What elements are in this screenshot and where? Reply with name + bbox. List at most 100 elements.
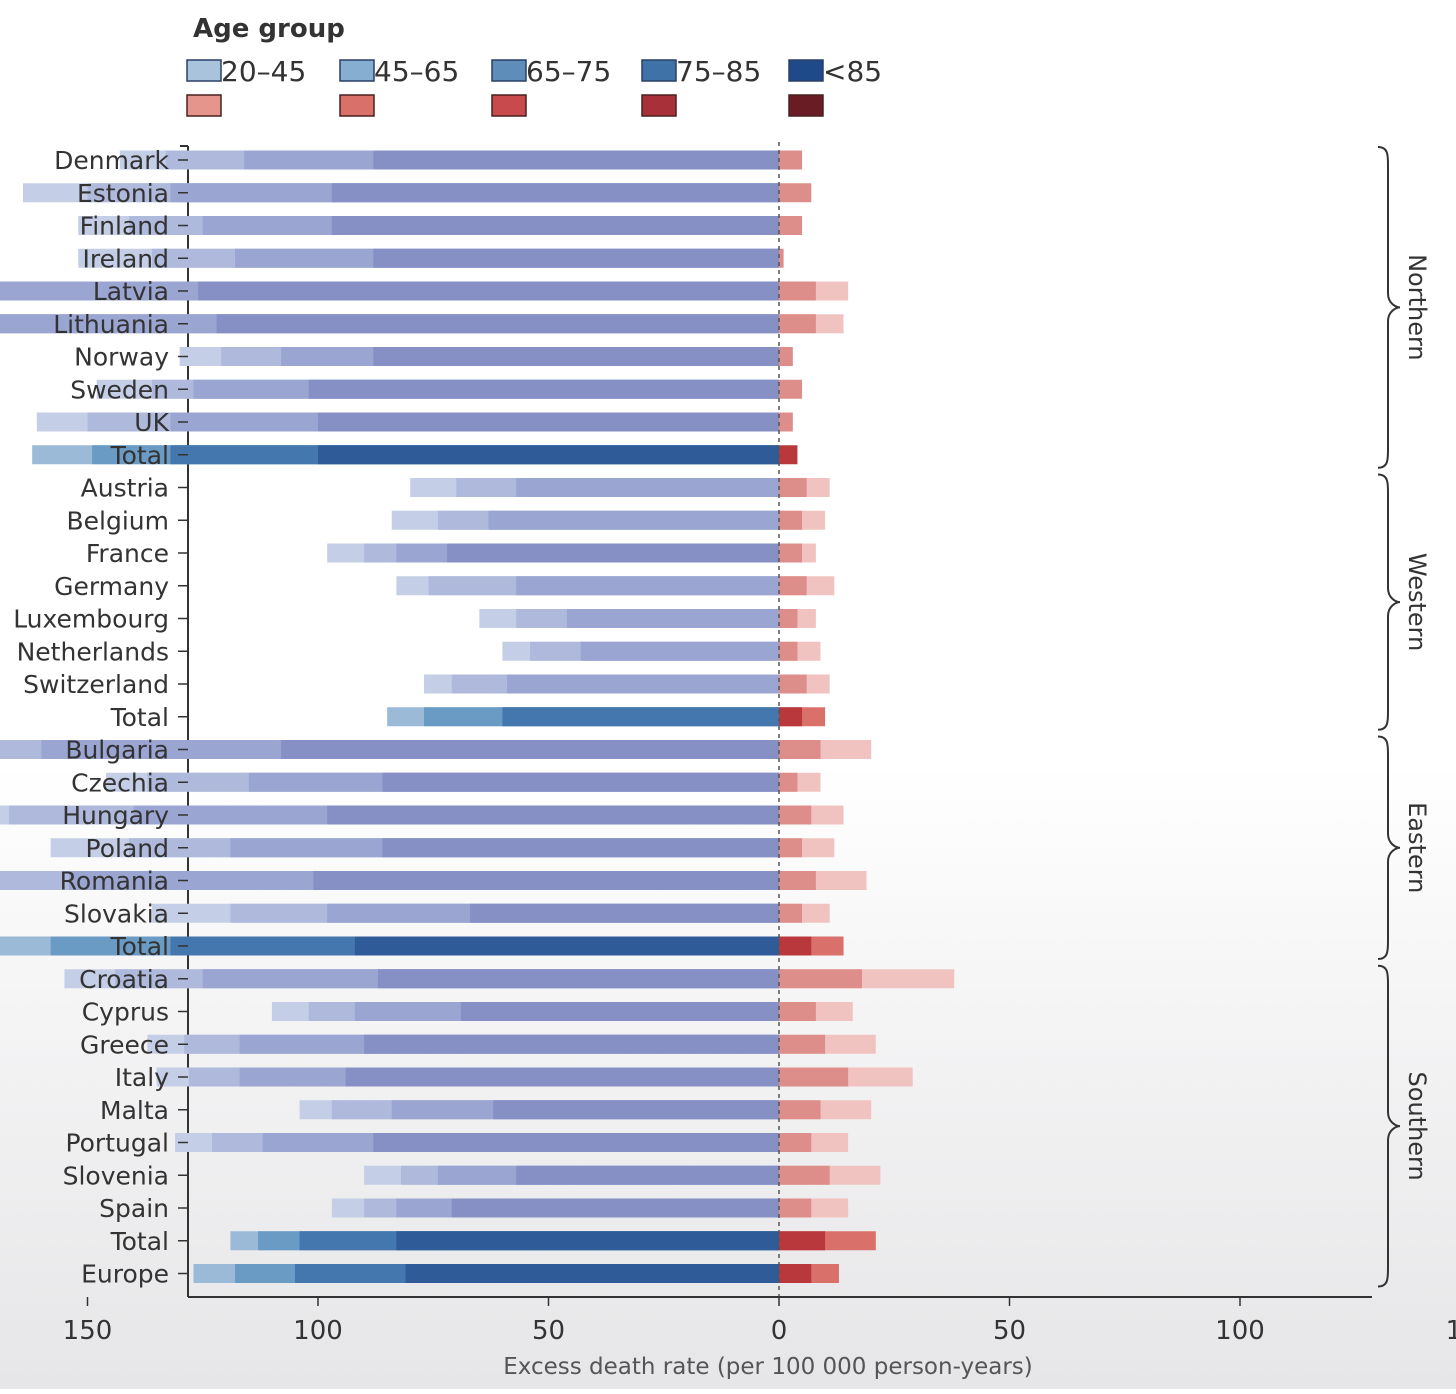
- bar-positive-segment: [779, 1198, 812, 1218]
- bar-positive-segment: [779, 510, 803, 530]
- bar-positive-segment: [779, 576, 807, 596]
- bar-positive-segment: [779, 1264, 812, 1283]
- bar-negative-segment: [516, 1165, 779, 1185]
- country-label: Belgium: [67, 506, 170, 535]
- country-label: Romania: [60, 867, 169, 896]
- x-axis-label: Excess death rate (per 100 000 person-ye…: [503, 1354, 1033, 1380]
- bar-negative-segment: [345, 1067, 779, 1087]
- country-label: Total: [110, 932, 169, 961]
- country-label: Austria: [81, 474, 169, 503]
- bar-negative-segment: [502, 707, 779, 727]
- region-label: Northern: [1403, 254, 1431, 361]
- bar-negative-segment: [382, 772, 779, 792]
- bar-positive-segment: [779, 871, 816, 890]
- legend-swatch-negative: [491, 59, 527, 82]
- x-tick-label: 150: [1446, 1316, 1456, 1346]
- bar-positive-segment: [779, 1002, 816, 1021]
- bar-positive-segment: [779, 314, 816, 334]
- legend-label: 75–85: [676, 55, 761, 88]
- bar-positive-segment: [779, 1231, 826, 1251]
- country-label: Luxembourg: [13, 605, 169, 634]
- country-label: Czechia: [71, 768, 169, 797]
- bar-negative-segment: [377, 969, 779, 989]
- bar-negative-segment: [216, 314, 779, 334]
- bar-positive-segment: [779, 248, 784, 268]
- country-label: Lithuania: [53, 310, 169, 339]
- legend-swatch-negative: [339, 59, 375, 82]
- bar-negative-segment: [447, 543, 779, 563]
- country-label: Total: [110, 441, 169, 470]
- country-label: Poland: [86, 834, 169, 863]
- bar-positive-segment: [779, 281, 816, 301]
- bar-positive-segment: [779, 674, 807, 694]
- legend-label: <85: [823, 55, 882, 88]
- bar-negative-segment: [331, 216, 779, 235]
- region-brace: [1377, 473, 1401, 731]
- region-label: Western: [1403, 553, 1431, 651]
- bar-negative-segment: [373, 248, 779, 268]
- bar-negative-segment: [493, 1100, 779, 1120]
- region-brace: [1377, 735, 1401, 960]
- country-label: Finland: [80, 212, 169, 241]
- bar-positive-segment: [779, 478, 807, 497]
- bar-positive-segment: [779, 379, 803, 399]
- bar-negative-segment: [373, 1133, 779, 1152]
- country-label: Sweden: [70, 375, 169, 404]
- country-label: Croatia: [79, 965, 169, 994]
- bar-positive-segment: [779, 609, 798, 628]
- bar-negative-segment: [327, 805, 779, 825]
- country-label: Switzerland: [23, 670, 169, 699]
- bar-negative-segment: [580, 641, 779, 661]
- bar-positive-segment: [779, 707, 803, 727]
- legend-swatch-positive: [186, 94, 222, 117]
- country-label: Ireland: [83, 244, 169, 273]
- country-label: Bulgaria: [65, 736, 169, 765]
- bar-positive-segment: [779, 216, 803, 235]
- bar-negative-segment: [382, 838, 779, 858]
- bar-positive-segment: [779, 1100, 821, 1120]
- legend-label: 45–65: [374, 55, 459, 88]
- legend-swatch-positive: [788, 94, 824, 117]
- country-label: Hungary: [62, 801, 169, 830]
- legend-swatch-negative: [186, 59, 222, 82]
- x-tick-label: 50: [993, 1316, 1026, 1346]
- country-label: Malta: [100, 1096, 169, 1125]
- legend-swatch-negative: [788, 59, 824, 82]
- bar-positive-segment: [779, 150, 803, 170]
- country-label: Greece: [80, 1030, 169, 1059]
- bar-negative-segment: [405, 1264, 779, 1283]
- bar-negative-segment: [354, 936, 779, 956]
- bar-positive-segment: [779, 1133, 812, 1152]
- bar-negative-segment: [198, 281, 779, 301]
- country-label: Europe: [81, 1260, 169, 1289]
- country-label: Norway: [74, 343, 169, 372]
- country-label: Slovenia: [63, 1161, 169, 1190]
- bar-negative-segment: [373, 347, 779, 366]
- region-brace: [1377, 964, 1401, 1288]
- bar-positive-segment: [779, 543, 803, 563]
- bar-negative-segment: [460, 1002, 779, 1021]
- bar-negative-segment: [507, 674, 779, 694]
- bar-negative-segment: [470, 903, 779, 923]
- bar-negative-segment: [396, 1231, 779, 1251]
- country-label: Portugal: [65, 1129, 169, 1158]
- country-label: UK: [134, 408, 169, 437]
- bar-positive-segment: [779, 772, 798, 792]
- bar-positive-segment: [779, 641, 798, 661]
- country-label: Denmark: [54, 146, 169, 175]
- bar-negative-segment: [281, 740, 779, 759]
- country-label: Total: [110, 703, 169, 732]
- bar-positive-segment: [779, 445, 798, 465]
- country-label: Slovakia: [64, 899, 169, 928]
- bar-positive-segment: [779, 412, 793, 432]
- bar-negative-segment: [331, 183, 779, 203]
- legend-swatch-positive: [641, 94, 677, 117]
- bar-positive-segment: [779, 347, 793, 366]
- bar-negative-segment: [516, 576, 779, 596]
- x-tick-label: 0: [771, 1316, 788, 1346]
- bar-negative-segment: [364, 1034, 779, 1054]
- bar-positive-segment: [779, 1067, 849, 1087]
- region-brace: [1377, 146, 1401, 469]
- bar-negative-segment: [488, 510, 779, 530]
